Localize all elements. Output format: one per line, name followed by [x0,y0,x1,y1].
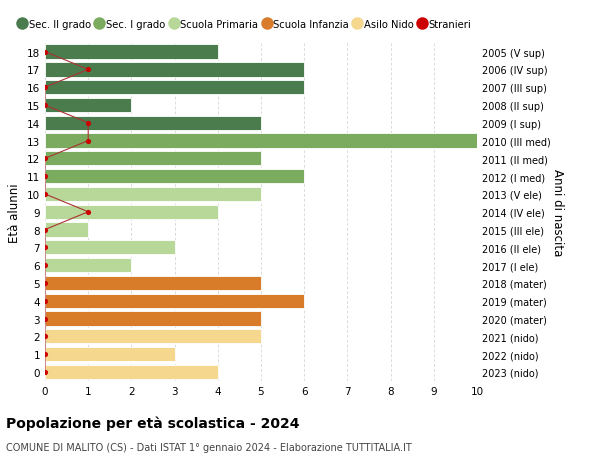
Bar [45,205,218,219]
Bar [45,99,131,113]
Bar [45,312,261,326]
Bar [45,63,304,77]
Point [40,351,50,358]
Point [40,191,50,198]
Point [40,173,50,180]
Text: Popolazione per età scolastica - 2024: Popolazione per età scolastica - 2024 [6,415,299,430]
Point [40,102,50,109]
Point [40,84,50,92]
Y-axis label: Anni di nascita: Anni di nascita [551,169,565,256]
Bar [45,294,304,308]
Point [40,49,50,56]
Bar [45,330,261,344]
Text: COMUNE DI MALITO (CS) - Dati ISTAT 1° gennaio 2024 - Elaborazione TUTTITALIA.IT: COMUNE DI MALITO (CS) - Dati ISTAT 1° ge… [6,442,412,452]
Bar [45,117,261,131]
Bar [45,81,304,95]
Bar [45,276,261,291]
Bar [45,347,175,361]
Point [40,297,50,305]
Bar [45,365,218,379]
Bar [45,223,88,237]
Bar [45,258,131,273]
Bar [45,152,261,166]
Point [40,280,50,287]
Bar [45,170,304,184]
Point [83,138,93,145]
Point [40,244,50,252]
Point [40,315,50,323]
Y-axis label: Età alunni: Età alunni [8,183,22,242]
Point [40,369,50,376]
Point [40,262,50,269]
Point [40,155,50,162]
Point [40,333,50,340]
Legend: Sec. II grado, Sec. I grado, Scuola Primaria, Scuola Infanzia, Asilo Nido, Stran: Sec. II grado, Sec. I grado, Scuola Prim… [20,20,472,30]
Bar [45,134,477,148]
Bar [45,241,175,255]
Point [83,208,93,216]
Bar [45,187,261,202]
Point [83,120,93,127]
Bar [45,45,218,60]
Point [83,67,93,74]
Point [40,226,50,234]
